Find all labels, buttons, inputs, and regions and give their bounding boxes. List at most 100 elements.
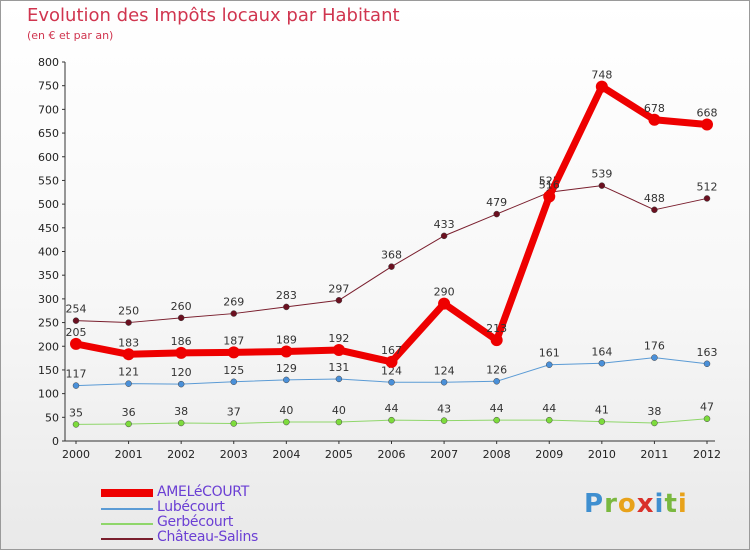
data-label-ch-teau-salins: 283 <box>276 289 297 302</box>
data-label-lub-court: 120 <box>171 366 192 379</box>
data-label-ch-teau-salins: 254 <box>66 303 87 316</box>
data-label-gerb-court: 38 <box>174 405 188 418</box>
legend-swatch-amelecourt <box>101 489 153 497</box>
data-point-amel-court <box>227 346 240 359</box>
x-tick-label: 2008 <box>483 448 511 461</box>
data-point-ch-teau-salins <box>335 297 343 304</box>
data-label-gerb-court: 36 <box>122 406 136 419</box>
data-label-lub-court: 124 <box>434 364 455 377</box>
y-tick-label: 150 <box>38 364 59 377</box>
data-label-ch-teau-salins: 269 <box>223 296 244 309</box>
legend-swatch-lubecourt <box>101 508 153 510</box>
data-point-gerb-court <box>283 418 290 426</box>
data-point-gerb-court <box>703 415 711 422</box>
x-tick-label: 2006 <box>378 448 406 461</box>
data-point-ch-teau-salins <box>388 263 395 270</box>
data-label-lub-court: 164 <box>591 345 612 358</box>
data-label-gerb-court: 44 <box>542 402 556 415</box>
y-tick-label: 400 <box>38 246 59 259</box>
data-label-ch-teau-salins: 297 <box>328 282 349 295</box>
data-label-amel-court: 186 <box>171 335 192 348</box>
data-point-ch-teau-salins <box>283 303 290 311</box>
data-point-ch-teau-salins <box>440 232 448 240</box>
data-label-amel-court: 187 <box>223 334 244 347</box>
data-point-gerb-court <box>598 418 606 425</box>
data-point-ch-teau-salins <box>703 195 711 202</box>
chart-subtitle: (en € et par an) <box>27 29 114 42</box>
x-tick-label: 2002 <box>167 448 195 461</box>
x-tick-label: 2001 <box>115 448 143 461</box>
proxiti-logo: Proxiti <box>584 489 688 519</box>
y-tick-label: 350 <box>38 269 59 282</box>
data-point-amel-court <box>595 80 608 93</box>
data-point-lub-court <box>493 378 500 385</box>
data-point-amel-court <box>332 344 345 357</box>
data-point-lub-court <box>651 354 658 361</box>
data-label-gerb-court: 44 <box>490 402 504 415</box>
data-label-amel-court: 167 <box>381 344 402 357</box>
data-label-lub-court: 176 <box>644 340 665 353</box>
data-label-ch-teau-salins: 479 <box>486 196 507 209</box>
data-point-amel-court <box>175 346 188 359</box>
data-label-gerb-court: 35 <box>69 406 83 419</box>
data-label-ch-teau-salins: 433 <box>434 218 455 231</box>
data-point-lub-court <box>177 380 185 388</box>
x-tick-label: 2010 <box>588 448 616 461</box>
data-label-ch-teau-salins: 368 <box>381 249 402 262</box>
y-tick-label: 250 <box>38 317 59 330</box>
data-label-gerb-court: 40 <box>332 404 346 417</box>
y-tick-label: 100 <box>38 388 59 401</box>
legend-swatch-chateau-salins <box>101 538 153 540</box>
data-label-ch-teau-salins: 512 <box>697 180 718 193</box>
x-tick-label: 2007 <box>430 448 458 461</box>
data-label-lub-court: 131 <box>328 361 349 374</box>
data-point-amel-court <box>701 118 713 131</box>
data-label-amel-court: 668 <box>697 107 718 120</box>
chart-title: Evolution des Impôts locaux par Habitant <box>27 5 400 26</box>
data-label-gerb-court: 41 <box>595 404 609 417</box>
data-point-gerb-court <box>388 416 395 424</box>
data-label-amel-court: 205 <box>66 326 87 339</box>
data-point-gerb-court <box>651 419 658 427</box>
legend-label-gerbecourt: Gerbécourt <box>157 514 234 530</box>
series-line-amel-court <box>72 83 711 366</box>
data-point-lub-court <box>598 360 606 367</box>
y-tick-label: 700 <box>38 103 59 116</box>
data-point-amel-court <box>648 113 661 126</box>
data-point-amel-court <box>438 297 451 310</box>
data-point-gerb-court <box>493 416 500 424</box>
y-tick-label: 300 <box>38 293 59 306</box>
data-point-lub-court <box>440 379 448 386</box>
x-tick-label: 2003 <box>220 448 248 461</box>
data-label-gerb-court: 47 <box>700 401 714 414</box>
data-point-lub-court <box>546 361 553 368</box>
data-label-ch-teau-salins: 260 <box>171 300 192 313</box>
data-point-ch-teau-salins <box>493 210 500 218</box>
data-point-gerb-court <box>335 418 343 426</box>
data-point-lub-court <box>72 382 80 389</box>
y-tick-label: 500 <box>38 198 59 211</box>
x-tick-label: 2000 <box>62 448 90 461</box>
data-point-lub-court <box>388 379 395 386</box>
y-tick-label: 800 <box>38 56 59 69</box>
y-tick-label: 550 <box>38 174 59 187</box>
legend-swatch-gerbecourt <box>101 523 153 525</box>
data-point-lub-court <box>703 360 711 368</box>
data-point-amel-court <box>280 345 293 358</box>
data-label-amel-court: 189 <box>276 333 297 346</box>
data-label-lub-court: 124 <box>381 364 402 377</box>
y-tick-label: 450 <box>38 222 59 235</box>
data-label-ch-teau-salins: 539 <box>591 168 612 181</box>
data-point-amel-court <box>70 337 82 350</box>
data-label-ch-teau-salins: 488 <box>644 192 665 205</box>
data-point-amel-court <box>543 190 556 203</box>
data-point-gerb-court <box>546 416 553 424</box>
data-point-lub-court <box>335 375 343 383</box>
data-label-lub-court: 125 <box>223 364 244 377</box>
data-label-lub-court: 129 <box>276 362 297 375</box>
data-label-amel-court: 678 <box>644 102 665 115</box>
data-point-gerb-court <box>440 417 448 424</box>
y-tick-label: 650 <box>38 127 59 140</box>
y-tick-label: 200 <box>38 340 59 353</box>
